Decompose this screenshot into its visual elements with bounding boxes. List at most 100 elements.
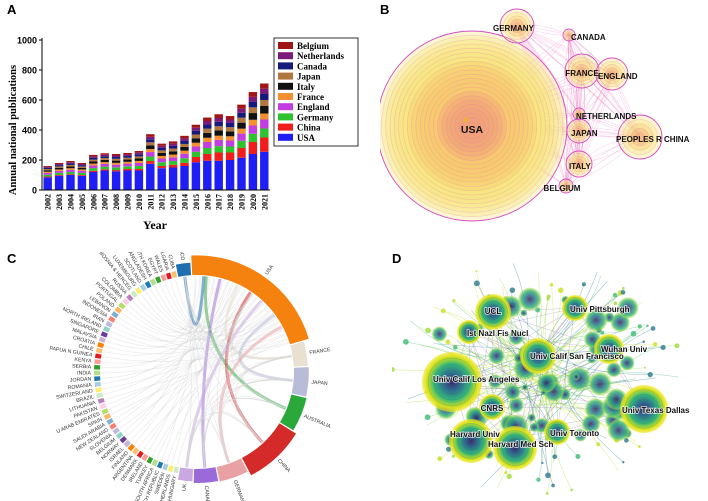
bar-segment-france [43, 171, 52, 173]
bar-segment-england [248, 125, 258, 134]
bar-segment-usa [134, 170, 144, 190]
network-link [471, 125, 567, 187]
network-link [578, 70, 583, 132]
bar-segment-france [157, 155, 166, 159]
bar-segment-italy [100, 159, 109, 163]
minor-node [520, 309, 528, 317]
network-link [568, 34, 580, 165]
bar-segment-belgium [191, 124, 201, 128]
minor-node [551, 483, 555, 488]
minor-node [488, 374, 503, 389]
network-link [576, 70, 583, 165]
minor-node [596, 442, 601, 447]
legend-swatch [278, 93, 293, 100]
chord-arc-slovenia [112, 427, 120, 435]
minor-node [624, 438, 629, 443]
legend-label: Germany [297, 112, 334, 122]
network-link [529, 323, 594, 383]
bar-segment-usa [180, 166, 189, 190]
chord-label: IRAN [91, 313, 105, 324]
chord-arc-czech-republic [156, 461, 164, 469]
chord-arc-mexico [175, 262, 192, 277]
node-univ-calif-los-angeles [422, 352, 482, 412]
network-link [456, 340, 548, 397]
chord-label: AUSTRALIA [303, 413, 332, 430]
node-univ-toronto [544, 419, 570, 445]
minor-node [541, 461, 544, 465]
chord-ribbon [186, 412, 263, 468]
minor-node [613, 301, 618, 306]
bar-segment-netherlands [237, 108, 246, 113]
network-link [471, 125, 580, 132]
x-tick-label: 2016 [203, 194, 212, 210]
chord-arc-jordan [94, 376, 101, 382]
network-link [516, 25, 567, 187]
network-link [568, 34, 580, 132]
bar-segment-japan [77, 166, 87, 168]
chord-ribbon [116, 276, 211, 425]
network-link [578, 136, 641, 165]
chord-ribbon [108, 279, 225, 411]
bar-segment-netherlands [100, 154, 109, 157]
bar-segment-usa [123, 170, 132, 190]
chord-ribbon [184, 276, 286, 409]
network-link [471, 25, 518, 127]
node-label: NETHERLANDS [576, 112, 637, 121]
bar-segment-germany [203, 148, 212, 154]
network-link [516, 25, 570, 36]
bar-segment-netherlands [180, 138, 189, 141]
bar-segment-japan [100, 158, 109, 160]
bar-segment-germany [66, 172, 75, 175]
chord-arc-north-korea [149, 278, 157, 286]
chord-label: UK [181, 483, 188, 491]
bar-segment-france [146, 149, 155, 153]
minor-node [650, 326, 656, 331]
bar-segment-belgium [180, 135, 189, 139]
x-tick-label: 2013 [169, 194, 178, 210]
network-link [471, 70, 583, 127]
bar-segment-france [237, 128, 246, 134]
chord-label: KENYA [74, 357, 92, 365]
network-link [471, 34, 570, 127]
bar-segment-france [168, 154, 178, 158]
bar-segment-china [180, 162, 189, 166]
minor-node [617, 297, 639, 319]
chord-ribbon [110, 321, 279, 350]
network-link [565, 136, 641, 187]
node-netherlands [572, 107, 586, 121]
chord-arc-bosnia-herceg [130, 290, 138, 298]
minor-node [504, 471, 508, 475]
network-link [578, 136, 641, 165]
node-label: JAPAN [571, 129, 598, 138]
network-link [581, 67, 613, 75]
bar-segment-usa [100, 170, 109, 190]
network-link [516, 25, 580, 115]
minor-node [536, 477, 541, 482]
network-link [565, 130, 580, 187]
chord-arc-norway [119, 435, 127, 444]
node-label: GERMANY [493, 24, 535, 33]
network-link [611, 73, 641, 138]
legend-swatch [278, 123, 293, 131]
network-link [471, 70, 583, 127]
network-link [565, 73, 613, 187]
bar-segment-france [123, 161, 132, 164]
network-link [578, 113, 641, 138]
network-link [578, 130, 641, 139]
minor-node [660, 344, 666, 351]
network-link [578, 73, 613, 115]
chord-ribbon [104, 309, 271, 355]
bar-segment-italy [157, 152, 166, 156]
chord-ribbon [115, 296, 257, 343]
bar-segment-usa [203, 160, 212, 190]
minor-node [527, 413, 536, 422]
minor-node [508, 397, 524, 413]
bar-segment-italy [111, 160, 121, 163]
chord-ribbon [171, 283, 234, 465]
network-link [578, 73, 613, 132]
bar-segment-england [134, 163, 144, 166]
bar-segment-england [168, 157, 178, 162]
bar-segment-england [89, 165, 98, 169]
bar-segment-canada [180, 140, 189, 144]
x-tick-label: 2006 [89, 194, 98, 210]
